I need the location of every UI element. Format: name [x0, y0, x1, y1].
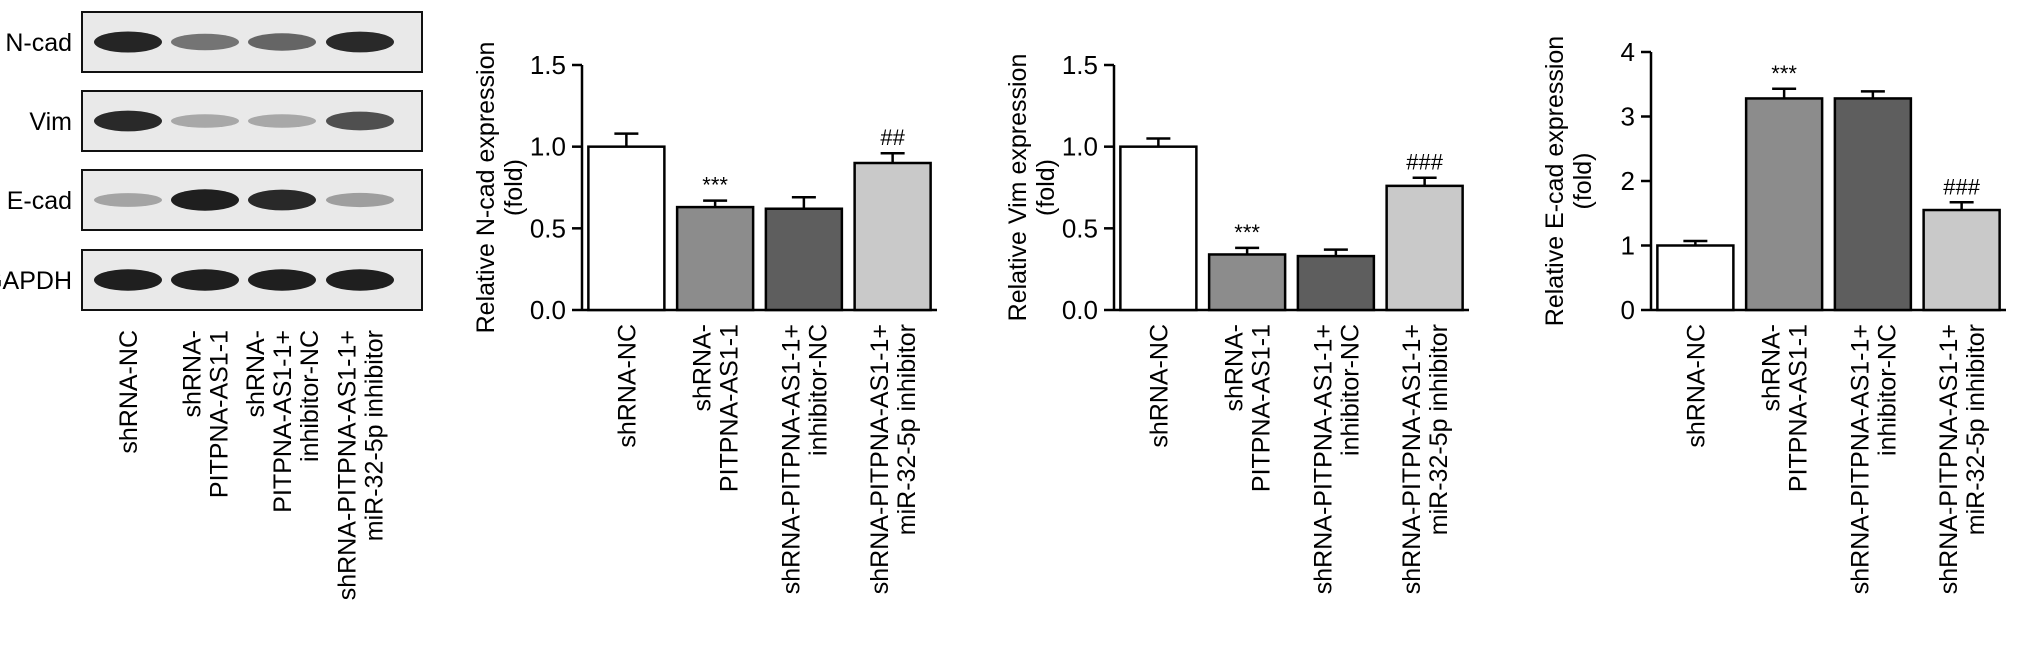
- blot-lane-label: inhibitor-NC: [296, 330, 324, 462]
- category-label: shRNA-PITPNA-AS1-1+: [1846, 324, 1874, 594]
- blot-lane-label: miR-32-5p inhibitor: [361, 330, 389, 541]
- category-label: shRNA-: [689, 324, 717, 412]
- significance-label: ###: [1943, 174, 1980, 199]
- category-label: inhibitor-NC: [1873, 324, 1901, 456]
- y-axis-label: Relative N-cad expression: [472, 42, 500, 334]
- bar: [587, 145, 666, 312]
- blot-lane-label: shRNA-: [179, 330, 207, 418]
- y-axis-label: (fold): [500, 159, 528, 216]
- bar: [1385, 184, 1464, 312]
- y-tick-label: 1.0: [1062, 132, 1098, 162]
- y-tick-label: 0: [1621, 295, 1635, 325]
- y-axis-label: (fold): [1032, 159, 1060, 216]
- category-label: shRNA-NC: [1682, 324, 1710, 448]
- blot-band: [94, 110, 162, 132]
- category-label: shRNA-PITPNA-AS1-1+: [1309, 324, 1337, 594]
- category-label: shRNA-: [1221, 324, 1249, 412]
- blot-band: [326, 31, 394, 53]
- y-tick-label: 4: [1621, 37, 1635, 67]
- blot-band: [248, 114, 316, 128]
- category-label: shRNA-PITPNA-AS1-1+: [1935, 324, 1963, 594]
- blot-row-e-cad: E-cad: [7, 169, 423, 231]
- bar: [1833, 97, 1913, 312]
- western-blot-panel: N-cadVimE-cadGAPDHshRNA-NCshRNA-PITPNA-A…: [0, 11, 423, 600]
- blot-band: [326, 269, 394, 291]
- y-tick-label: 0.0: [1062, 295, 1098, 325]
- significance-label: ***: [1234, 220, 1260, 245]
- category-label: PITPNA-AS1-1: [716, 324, 744, 492]
- significance-label: ##: [880, 125, 905, 150]
- blot-band: [94, 269, 162, 291]
- blot-lane-label: PITPNA-AS1-1+: [269, 330, 297, 513]
- category-label: miR-32-5p inhibitor: [893, 324, 921, 535]
- category-label: shRNA-NC: [1145, 324, 1173, 448]
- n-cad-bar-chart: 0.0 0.5 1.0 1.5 Relative N-cad expression (fo…: [472, 42, 937, 594]
- blot-row-label: GAPDH: [0, 267, 72, 295]
- bar: [764, 207, 844, 312]
- category-label: PITPNA-AS1-1: [1785, 324, 1813, 492]
- category-label: shRNA-PITPNA-AS1-1+: [866, 324, 894, 594]
- category-label: inhibitor-NC: [1336, 324, 1364, 456]
- category-label: PITPNA-AS1-1: [1248, 324, 1276, 492]
- blot-band: [248, 33, 316, 51]
- blot-band: [171, 269, 239, 291]
- blot-band: [171, 114, 239, 128]
- category-label: shRNA-PITPNA-AS1-1+: [777, 324, 805, 594]
- significance-label: ***: [1771, 61, 1797, 86]
- significance-label: ###: [1406, 150, 1443, 175]
- y-tick-label: 1.0: [530, 132, 566, 162]
- blot-row-n-cad: N-cad: [5, 11, 423, 73]
- y-axis-label: (fold): [1569, 153, 1597, 210]
- blot-lane-label: shRNA-: [242, 330, 270, 418]
- y-tick-label: 1.5: [1062, 50, 1098, 80]
- category-label: miR-32-5p inhibitor: [1425, 324, 1453, 535]
- blot-band: [94, 193, 162, 207]
- y-axis-label: Relative Vim expression: [1004, 54, 1032, 322]
- blot-row-label: E-cad: [7, 187, 72, 215]
- bar: [1296, 254, 1376, 312]
- y-tick-label: 3: [1621, 102, 1635, 132]
- blot-band: [171, 33, 239, 51]
- blot-lane-label: PITPNA-AS1-1: [206, 330, 234, 498]
- bar: [675, 205, 755, 312]
- blot-row-label: N-cad: [5, 29, 72, 57]
- category-label: shRNA-NC: [613, 324, 641, 448]
- y-tick-label: 1: [1621, 231, 1635, 261]
- bar: [1207, 253, 1287, 312]
- blot-band: [171, 189, 239, 211]
- blot-lane-label: shRNA-NC: [115, 330, 143, 454]
- category-label: shRNA-PITPNA-AS1-1+: [1398, 324, 1426, 594]
- blot-band: [326, 111, 394, 131]
- category-label: inhibitor-NC: [804, 324, 832, 456]
- y-axis-label: Relative E-cad expression: [1541, 36, 1569, 326]
- y-tick-label: 1.5: [530, 50, 566, 80]
- y-tick-label: 2: [1621, 166, 1635, 196]
- blot-row-vim: Vim: [29, 90, 423, 152]
- y-tick-label: 0.0: [530, 295, 566, 325]
- bar: [1744, 97, 1824, 312]
- y-tick-label: 0.5: [530, 213, 566, 243]
- significance-label: ***: [702, 173, 728, 198]
- blot-row-gapdh: GAPDH: [0, 249, 423, 311]
- bar: [1922, 208, 2001, 312]
- y-tick-label: 0.5: [1062, 213, 1098, 243]
- blot-band: [326, 192, 394, 208]
- blot-row-label: Vim: [29, 108, 72, 136]
- bar: [1656, 244, 1735, 312]
- bar: [1119, 145, 1198, 312]
- blot-lane-label: shRNA-PITPNA-AS1-1+: [334, 330, 362, 600]
- vim-bar-chart: 0.0 0.5 1.0 1.5 Relative Vim expression (fold…: [1004, 50, 1469, 594]
- category-label: miR-32-5p inhibitor: [1962, 324, 1990, 535]
- category-label: shRNA-: [1758, 324, 1786, 412]
- bar: [853, 161, 932, 312]
- blot-band: [248, 269, 316, 291]
- e-cad-bar-chart: 0 1 2 3 4 Relative E-cad expression (fold) shRN…: [1541, 36, 2006, 594]
- blot-band: [94, 31, 162, 53]
- blot-band: [248, 189, 316, 211]
